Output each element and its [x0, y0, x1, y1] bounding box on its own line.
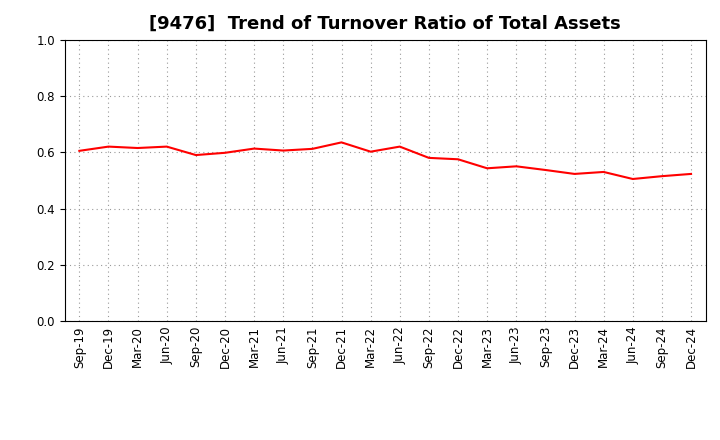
Title: [9476]  Trend of Turnover Ratio of Total Assets: [9476] Trend of Turnover Ratio of Total … — [149, 15, 621, 33]
